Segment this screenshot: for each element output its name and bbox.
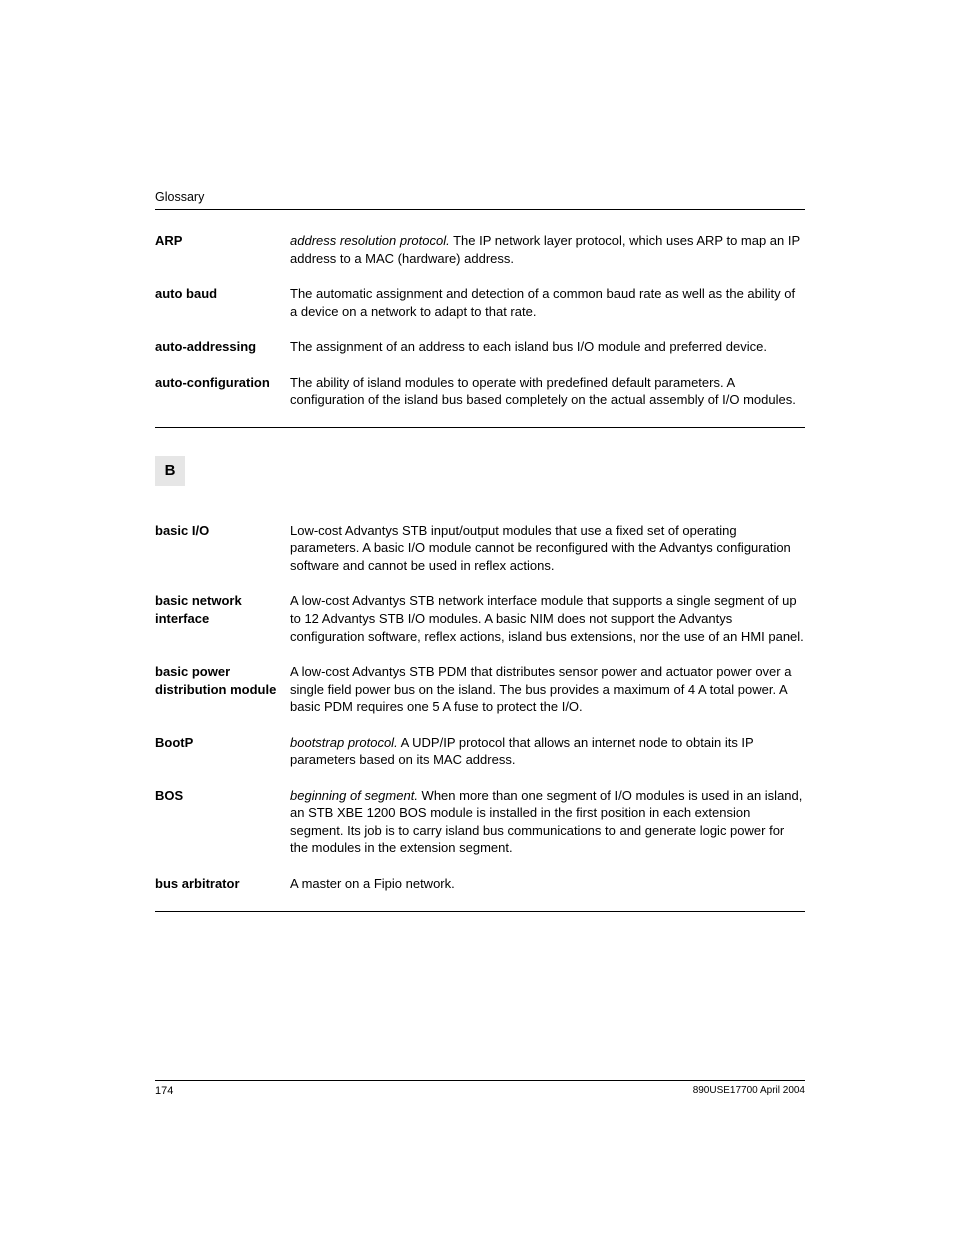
page-footer: 174 890USE17700 April 2004	[155, 1080, 805, 1097]
glossary-entry: auto-addressingThe assignment of an addr…	[155, 338, 805, 356]
glossary-definition: A low-cost Advantys STB PDM that distrib…	[290, 663, 805, 716]
glossary-entry: basic I/OLow-cost Advantys STB input/out…	[155, 522, 805, 575]
glossary-definition: A master on a Fipio network.	[290, 875, 805, 893]
section-b-entries: basic I/OLow-cost Advantys STB input/out…	[155, 522, 805, 893]
glossary-definition: Low-cost Advantys STB input/output modul…	[290, 522, 805, 575]
glossary-term: basic network interface	[155, 592, 290, 645]
glossary-term: ARP	[155, 232, 290, 267]
glossary-definition: bootstrap protocol. A UDP/IP protocol th…	[290, 734, 805, 769]
divider	[155, 911, 805, 912]
glossary-term: auto-addressing	[155, 338, 290, 356]
glossary-entry: BOSbeginning of segment. When more than …	[155, 787, 805, 857]
glossary-definition: The ability of island modules to operate…	[290, 374, 805, 409]
glossary-entry: auto-configurationThe ability of island …	[155, 374, 805, 409]
glossary-term: bus arbitrator	[155, 875, 290, 893]
glossary-entry: bus arbitratorA master on a Fipio networ…	[155, 875, 805, 893]
divider	[155, 427, 805, 428]
doc-reference: 890USE17700 April 2004	[693, 1085, 805, 1097]
glossary-term: basic I/O	[155, 522, 290, 575]
glossary-term: basic power distribution module	[155, 663, 290, 716]
glossary-entry: ARPaddress resolution protocol. The IP n…	[155, 232, 805, 267]
page-number: 174	[155, 1085, 173, 1097]
glossary-entry: basic power distribution moduleA low-cos…	[155, 663, 805, 716]
section-a-entries: ARPaddress resolution protocol. The IP n…	[155, 232, 805, 409]
section-header: Glossary	[155, 190, 805, 210]
glossary-definition: address resolution protocol. The IP netw…	[290, 232, 805, 267]
glossary-term: auto-configuration	[155, 374, 290, 409]
glossary-definition: beginning of segment. When more than one…	[290, 787, 805, 857]
glossary-term: auto baud	[155, 285, 290, 320]
section-letter: B	[155, 456, 185, 486]
glossary-term: BOS	[155, 787, 290, 857]
glossary-entry: BootPbootstrap protocol. A UDP/IP protoc…	[155, 734, 805, 769]
glossary-definition: A low-cost Advantys STB network interfac…	[290, 592, 805, 645]
glossary-term: BootP	[155, 734, 290, 769]
glossary-entry: auto baudThe automatic assignment and de…	[155, 285, 805, 320]
glossary-definition: The assignment of an address to each isl…	[290, 338, 805, 356]
glossary-definition: The automatic assignment and detection o…	[290, 285, 805, 320]
glossary-entry: basic network interfaceA low-cost Advant…	[155, 592, 805, 645]
